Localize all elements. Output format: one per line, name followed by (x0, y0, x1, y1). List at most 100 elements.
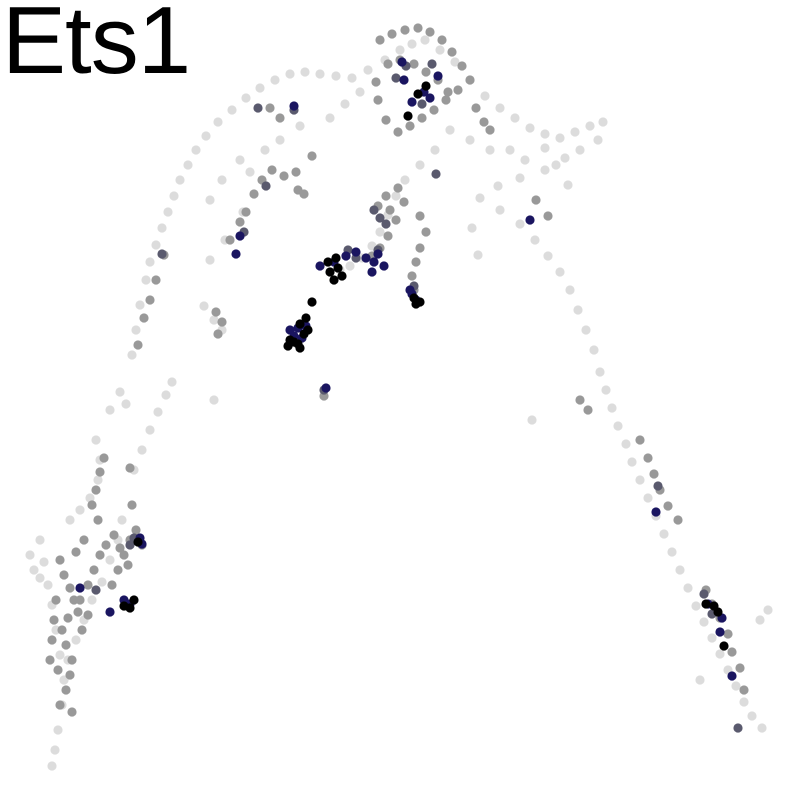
cell-point-low (213, 117, 223, 127)
cell-point-low (105, 555, 115, 565)
cell-point-high (425, 93, 435, 103)
cell-point-mid (411, 257, 421, 267)
cell-point-low (71, 635, 81, 645)
cell-point-low (169, 191, 179, 201)
cell-point-mid (415, 243, 425, 253)
cell-point-low (117, 515, 127, 525)
cell-point-low (575, 145, 585, 155)
cell-point-mid_dark (431, 169, 441, 179)
cell-point-mid (409, 59, 419, 69)
cell-point-low (475, 193, 485, 203)
cell-point-mid (95, 550, 105, 560)
cell-point-high (315, 261, 325, 271)
cell-point-low (87, 595, 97, 605)
cell-point-mid (413, 23, 423, 33)
cell-point-mid (125, 463, 135, 473)
cell-point-mid (65, 670, 75, 680)
cell-point-max (295, 343, 305, 353)
cell-point-low (235, 155, 245, 165)
cell-point-mid (133, 340, 143, 350)
cell-point-low (675, 565, 685, 575)
cell-point-mid (739, 685, 749, 695)
cell-point-mid (217, 317, 227, 327)
cell-point-low (227, 105, 237, 115)
cell-point-max (337, 271, 347, 281)
cell-point-high (369, 257, 379, 267)
cell-point-low (167, 377, 177, 387)
cell-point-low (485, 145, 495, 155)
cell-point-low (505, 145, 515, 155)
cell-point-mid_dark (253, 103, 263, 113)
cell-point-mid (531, 195, 541, 205)
layer-high (75, 57, 737, 681)
layer-mid_dark (91, 59, 743, 733)
cell-point-low (127, 350, 137, 360)
cell-point-mid (139, 313, 149, 323)
cell-point-mid (471, 103, 481, 113)
cell-point-high (235, 231, 245, 241)
cell-point-mid_dark (375, 213, 385, 223)
cell-point-mid (575, 395, 585, 405)
cell-point-mid (385, 205, 395, 215)
cell-point-low (47, 761, 57, 771)
cell-point-low (581, 325, 591, 335)
cell-point-mid (407, 271, 417, 281)
cell-point-max (413, 89, 423, 99)
cell-point-low (565, 285, 575, 295)
cell-point-mid_dark (391, 73, 401, 83)
cell-point-low (145, 425, 155, 435)
cell-point-low (201, 131, 211, 141)
cell-point-mid (211, 307, 221, 317)
cell-point-mid (415, 211, 425, 221)
cell-point-max (129, 595, 139, 605)
cell-point-low (270, 75, 280, 85)
cell-point-mid (65, 583, 75, 593)
cell-point-mid_dark (733, 723, 743, 733)
cell-point-high (361, 253, 371, 263)
layer-mid (45, 23, 749, 717)
cell-point-max (403, 111, 413, 121)
cell-point-mid (75, 595, 85, 605)
cell-point-low (325, 113, 335, 123)
cell-point-low (525, 123, 535, 133)
cell-point-low (121, 399, 131, 409)
cell-point-low (255, 83, 265, 93)
cell-point-low (573, 305, 583, 315)
cell-point-high (651, 507, 661, 517)
cell-point-mid (61, 640, 71, 650)
cell-point-mid (299, 189, 309, 199)
cell-point-low (621, 439, 631, 449)
cell-point-mid (71, 547, 81, 557)
cell-point-mid (87, 500, 97, 510)
cell-point-low (763, 605, 773, 615)
cell-point-mid (61, 685, 71, 695)
cell-point-low (115, 387, 125, 397)
cell-point-low (315, 69, 325, 79)
cell-point-mid (57, 625, 67, 635)
cell-point-mid (59, 570, 69, 580)
cell-point-max (295, 319, 305, 329)
cell-point-low (540, 165, 550, 175)
cell-point-low (598, 117, 608, 127)
cell-point-mid (127, 500, 137, 510)
cell-point-mid (429, 105, 439, 115)
cell-point-max (325, 267, 335, 277)
cell-point-mid (447, 47, 457, 57)
cell-point-low (55, 650, 65, 660)
cell-point-low (560, 153, 570, 163)
cell-point-max (119, 601, 129, 611)
cell-point-low (613, 421, 623, 431)
cell-point-low (199, 301, 209, 311)
cell-point-low (715, 649, 725, 659)
cell-point-low (217, 175, 227, 185)
cell-point-low (285, 69, 295, 79)
cell-point-mid (95, 467, 105, 477)
cell-point-low (39, 557, 49, 567)
cell-point-low (551, 160, 561, 170)
cell-point-low (691, 601, 701, 611)
cell-point-mid (225, 235, 235, 245)
cell-point-mid (383, 59, 393, 69)
cell-point-low (607, 403, 617, 413)
cell-point-low (137, 445, 147, 455)
cell-point-low (683, 583, 693, 593)
